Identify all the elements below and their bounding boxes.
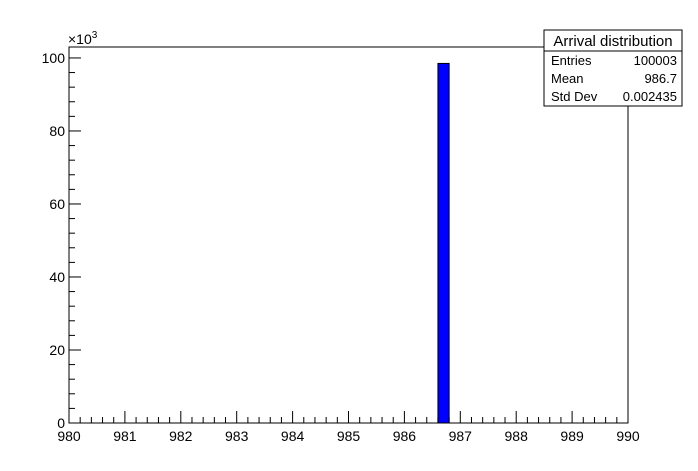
x-tick-label: 985 [337,428,361,444]
y-exponent-power: 3 [92,30,98,41]
y-tick-label: 0 [57,415,65,431]
stats-stddev-value: 0.002435 [623,89,677,104]
y-tick-label: 100 [42,50,66,66]
stats-box-frame [543,29,683,107]
stats-stddev-label: Std Dev [551,89,598,104]
x-tick-label: 986 [393,428,417,444]
x-tick-label: 989 [560,428,584,444]
y-tick-label: 40 [49,269,65,285]
x-tick-label: 987 [449,428,473,444]
histogram-bar [437,62,450,424]
stats-entries-label: Entries [551,53,592,68]
x-tick-label: 983 [225,428,249,444]
x-tick-label: 982 [169,428,193,444]
x-axis: 980 981 982 983 984 985 986 987 988 989 990 [57,411,640,444]
stats-entries-value: 100003 [634,53,677,68]
x-tick-label: 980 [57,428,81,444]
stats-box: Arrival distribution Entries 100003 Mean… [543,29,683,107]
y-tick-label: 60 [49,196,65,212]
stats-box-title: Arrival distribution [553,33,672,50]
x-tick-label: 984 [281,428,305,444]
y-tick-label: 80 [49,123,65,139]
stats-mean-label: Mean [551,71,584,86]
x-tick-label: 981 [113,428,137,444]
x-tick-label: 988 [505,428,529,444]
y-axis: 0 20 40 60 80 100 [42,50,81,431]
stats-mean-value: 986.7 [644,71,677,86]
bars-group [437,62,450,424]
y-tick-label: 20 [49,342,65,358]
y-exponent-label: ×103 [68,30,98,47]
x-tick-label: 990 [616,428,640,444]
